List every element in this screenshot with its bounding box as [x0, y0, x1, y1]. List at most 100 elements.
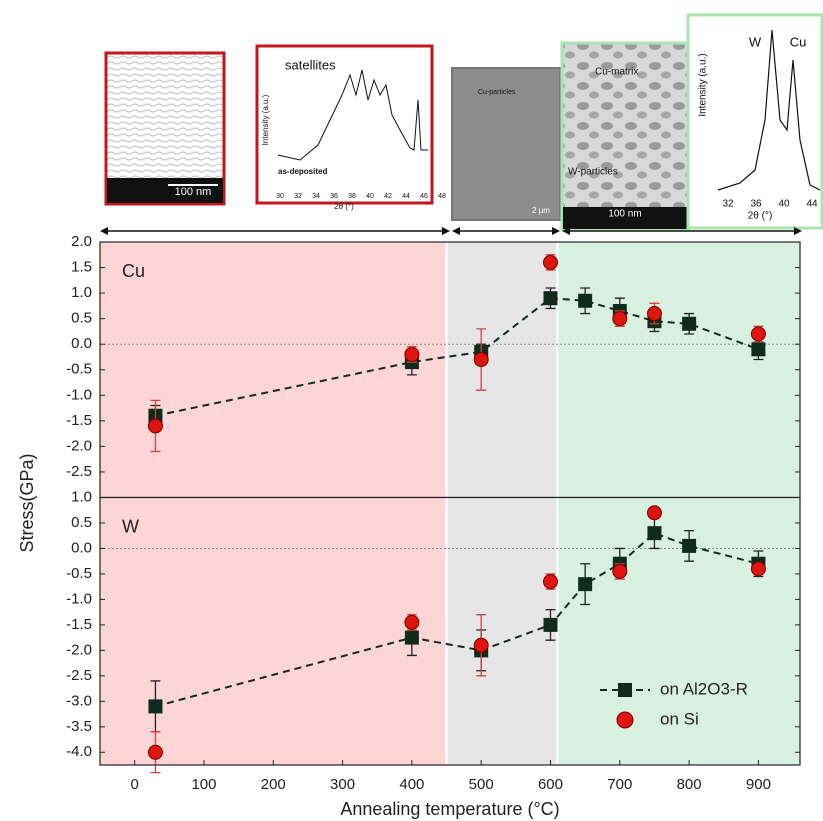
marker	[542, 574, 558, 590]
x-axis-label: Annealing temperature (°C)	[340, 799, 559, 819]
inset-tick: 32	[294, 193, 302, 200]
region	[557, 497, 800, 765]
y-tick-label: 2.0	[71, 233, 92, 250]
x-tick-label: 600	[538, 776, 563, 793]
marker	[682, 538, 697, 553]
inset-tick: 40	[778, 199, 790, 210]
y-tick-label: -1.0	[66, 386, 92, 403]
y-tick-label: -2.5	[66, 667, 92, 684]
inset-frame	[560, 41, 691, 232]
y-tick-label: -1.5	[66, 616, 92, 633]
marker	[578, 577, 593, 592]
marker	[750, 561, 766, 577]
marker	[646, 505, 662, 521]
marker	[578, 293, 593, 308]
y-tick-label: 1.0	[71, 488, 92, 505]
inset-tick: 30	[276, 193, 284, 200]
marker	[404, 614, 420, 630]
inset-tick: 42	[384, 193, 392, 200]
y-tick-label: 1.5	[71, 259, 92, 276]
region	[100, 242, 447, 498]
marker	[750, 326, 766, 342]
y-tick-label: -4.0	[66, 743, 92, 760]
marker	[404, 346, 420, 362]
x-tick-label: 900	[746, 776, 771, 793]
y-tick-label: 0.5	[71, 514, 92, 531]
region	[557, 242, 800, 498]
legend-marker	[618, 683, 632, 697]
inset-tick: 36	[330, 193, 338, 200]
marker	[147, 418, 163, 434]
inset-tick: 44	[806, 199, 818, 210]
y-tick-label: -2.0	[66, 641, 92, 658]
x-tick-label: 200	[261, 776, 286, 793]
marker	[542, 254, 558, 270]
inset-tick: 32	[722, 199, 734, 210]
region	[100, 497, 447, 765]
y-tick-label: 0.5	[71, 310, 92, 327]
inset-tick: 36	[750, 199, 762, 210]
x-tick-label: 500	[469, 776, 494, 793]
region	[446, 242, 558, 498]
inset-peak: W	[749, 34, 762, 49]
inset-xlabel: 2θ (°)	[748, 211, 773, 222]
panel-label: Cu	[122, 261, 145, 281]
y-tick-label: -2.0	[66, 437, 92, 454]
x-tick-label: 400	[399, 776, 424, 793]
y-tick-label: -1.5	[66, 412, 92, 429]
inset-title: satellites	[285, 57, 336, 72]
inset-band	[563, 207, 688, 229]
inset-tick: 40	[366, 193, 374, 200]
legend-label: on Al2O3-R	[660, 679, 748, 698]
inset-tick: 34	[312, 193, 320, 200]
inset-sem2: Cu-particles 2 µm	[451, 67, 561, 221]
y-axis-label: Stress(GPa)	[17, 453, 37, 552]
y-tick-label: 0.0	[71, 335, 92, 352]
inset-note: as-deposited	[278, 167, 327, 176]
scale-label: 100 nm	[175, 186, 212, 198]
marker	[646, 306, 662, 322]
inset-tick: 46	[420, 193, 428, 200]
marker	[473, 352, 489, 368]
x-tick-label: 700	[607, 776, 632, 793]
marker	[543, 291, 558, 306]
axes-frame	[99, 496, 801, 766]
marker	[682, 316, 697, 331]
inset-xrd2: W Cu Intensity (a.u.) 2θ (°)	[686, 13, 823, 230]
inset-ylabel: Intensity (a.u.)	[261, 94, 270, 145]
y-tick-label: 1.0	[71, 284, 92, 301]
region	[446, 497, 558, 765]
y-tick-label: -3.5	[66, 718, 92, 735]
inset-frame	[451, 67, 561, 221]
y-tick-label: -2.5	[66, 463, 92, 480]
marker	[612, 311, 628, 327]
y-tick-label: 0.0	[71, 539, 92, 556]
marker	[404, 630, 419, 645]
marker	[543, 617, 558, 632]
inset-peak: Cu	[790, 34, 807, 49]
y-tick-label: -0.5	[66, 565, 92, 582]
panel-label: W	[122, 516, 139, 536]
marker	[148, 699, 163, 714]
x-tick-label: 300	[330, 776, 355, 793]
marker	[473, 637, 489, 653]
marker	[647, 526, 662, 541]
marker	[751, 342, 766, 357]
series-line	[155, 532, 759, 708]
scale-label: 2 µm	[532, 206, 550, 215]
inset-xlabel: 2θ (°)	[334, 202, 354, 211]
marker	[612, 563, 628, 579]
inset-sem1: 100 nm	[104, 51, 226, 206]
inset-frame	[255, 44, 434, 205]
legend-label: on Si	[660, 709, 699, 728]
x-tick-label: 800	[677, 776, 702, 793]
x-tick-label: 0	[130, 776, 138, 793]
scale-label: 100 nm	[608, 209, 641, 220]
range-arrows	[100, 227, 802, 235]
inset-label: Cu-particles	[478, 89, 516, 96]
inset-band	[107, 178, 223, 203]
inset-curve	[717, 29, 821, 191]
inset-tick: 38	[348, 193, 356, 200]
x-tick-label: 100	[191, 776, 216, 793]
